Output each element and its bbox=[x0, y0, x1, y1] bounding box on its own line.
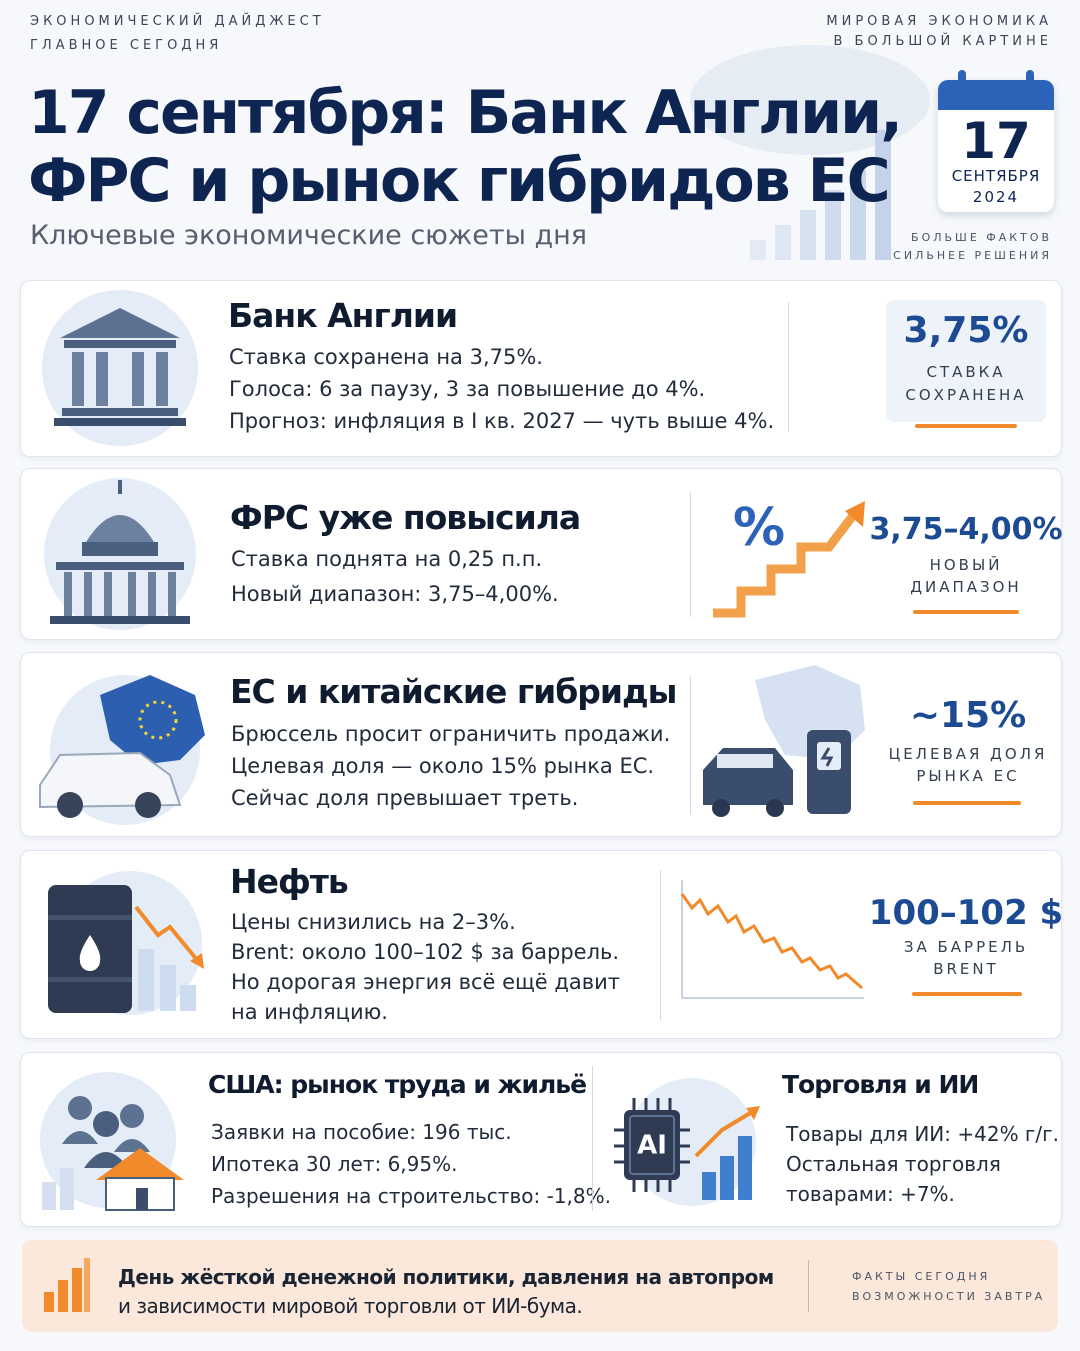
stat-label: ДИАПАЗОН bbox=[910, 578, 1022, 596]
kicker: ГЛАВНОЕ СЕГОДНЯ bbox=[30, 38, 223, 53]
card-line: Сейчас доля превышает треть. bbox=[231, 786, 579, 810]
header-right: В БОЛЬШОЙ КАРТИНЕ bbox=[833, 34, 1052, 49]
stat-value: 3,75% bbox=[903, 310, 1029, 351]
stat-value: 100–102 $ bbox=[868, 893, 1064, 933]
stat-label: РЫНКА ЕС bbox=[916, 767, 1020, 785]
stat-label: СТАВКА bbox=[926, 363, 1006, 381]
card-title: Торговля и ИИ bbox=[782, 1070, 979, 1099]
bank-icon bbox=[42, 290, 198, 446]
capitol-icon bbox=[44, 478, 196, 630]
stat-underline bbox=[913, 801, 1021, 805]
card-line: Новый диапазон: 3,75–4,00%. bbox=[231, 582, 559, 606]
header-right: МИРОВАЯ ЭКОНОМИКА bbox=[826, 14, 1052, 29]
stat-label: ЦЕЛЕВАЯ ДОЛЯ bbox=[888, 745, 1048, 763]
calendar-bar bbox=[938, 80, 1054, 110]
people-house-icon bbox=[40, 1072, 184, 1211]
card-line: Голоса: 6 за паузу, 3 за повышение до 4%… bbox=[229, 377, 706, 401]
divider bbox=[808, 1260, 809, 1312]
tagline: СИЛЬНЕЕ РЕШЕНИЯ bbox=[893, 249, 1052, 262]
stat-label: СОХРАНЕНА bbox=[905, 386, 1027, 404]
header-decoration bbox=[690, 45, 930, 260]
calendar-month: СЕНТЯБРЯ bbox=[951, 167, 1041, 185]
stat-box bbox=[886, 300, 1046, 422]
card-title: США: рынок труда и жильё bbox=[208, 1070, 587, 1099]
footer-text: и зависимости мировой торговли от ИИ-бум… bbox=[118, 1294, 583, 1318]
calendar-ring bbox=[958, 70, 966, 92]
card-line: Ипотека 30 лет: 6,95%. bbox=[211, 1152, 458, 1176]
card-title: ФРС уже повысила bbox=[230, 498, 581, 537]
stat-underline bbox=[912, 992, 1022, 996]
card-line: Целевая доля — около 15% рынка ЕС. bbox=[231, 754, 655, 778]
card-line: Но дорогая энергия всё ещё давит bbox=[231, 970, 621, 994]
card-title: Банк Англии bbox=[228, 296, 458, 335]
ev-icon bbox=[703, 665, 865, 817]
card-title: ЕС и китайские гибриды bbox=[230, 672, 677, 711]
calendar: 17 СЕНТЯБРЯ 2024 bbox=[938, 80, 1054, 212]
subtitle: Ключевые экономические сюжеты дня bbox=[30, 220, 588, 251]
card bbox=[20, 1052, 1062, 1227]
calendar-day: 17 bbox=[961, 112, 1031, 170]
stat-label: BRENT bbox=[933, 960, 999, 978]
card-line: Ставка сохранена на 3,75%. bbox=[229, 345, 543, 369]
stat-underline bbox=[913, 610, 1019, 614]
footer bbox=[22, 1240, 1058, 1332]
tagline: БОЛЬШЕ ФАКТОВ bbox=[911, 231, 1052, 244]
footer-tagline: ФАКТЫ СЕГОДНЯ bbox=[852, 1270, 991, 1283]
card-line: Разрешения на строительство: -1,8%. bbox=[211, 1184, 611, 1208]
divider bbox=[690, 676, 691, 814]
stat-underline bbox=[915, 424, 1017, 428]
footer-tagline: ВОЗМОЖНОСТИ ЗАВТРА bbox=[852, 1290, 1046, 1303]
card-line: Брюссель просит ограничить продажи. bbox=[231, 722, 671, 746]
stat-label: ЗА БАРРЕЛЬ bbox=[903, 938, 1029, 956]
oil-icon bbox=[48, 871, 204, 1015]
ai-icon: AI bbox=[614, 1078, 760, 1206]
rate-up-icon: % bbox=[713, 498, 865, 618]
footer-text: День жёсткой денежной политики, давления… bbox=[118, 1265, 774, 1289]
card-line: Ставка поднята на 0,25 п.п. bbox=[231, 547, 543, 571]
stat-value: ~15% bbox=[909, 695, 1027, 736]
title: ФРС и рынок гибридов ЕС bbox=[28, 146, 891, 216]
divider bbox=[660, 870, 661, 1020]
calendar-year: 2024 bbox=[972, 188, 1020, 206]
title: 17 сентября: Банк Англии, bbox=[28, 78, 903, 148]
price-decline-icon bbox=[680, 880, 864, 999]
footer-icon bbox=[44, 1258, 90, 1312]
card-line: Заявки на пособие: 196 тыс. bbox=[211, 1120, 512, 1144]
ai-label: AI bbox=[637, 1131, 667, 1161]
card-line: Прогноз: инфляция в I кв. 2027 — чуть вы… bbox=[229, 409, 775, 433]
svg-text:%: % bbox=[733, 498, 785, 558]
stat-value: 3,75–4,00% bbox=[869, 512, 1063, 547]
card-line: Brent: около 100–102 $ за баррель. bbox=[231, 940, 620, 964]
card-line: Остальная торговля bbox=[786, 1152, 1001, 1176]
calendar-ring bbox=[1026, 70, 1034, 92]
card-line: товарами: +7%. bbox=[786, 1182, 955, 1206]
card-line: на инфляцию. bbox=[231, 1000, 388, 1024]
kicker: ЭКОНОМИЧЕСКИЙ ДАЙДЖЕСТ bbox=[30, 14, 325, 29]
card-title: Нефть bbox=[230, 862, 349, 901]
divider bbox=[690, 492, 691, 617]
eu-car-icon bbox=[39, 675, 205, 825]
divider bbox=[592, 1066, 593, 1211]
divider bbox=[788, 302, 789, 432]
stat-label: НОВЫЙ bbox=[929, 556, 1003, 574]
card-line: Товары для ИИ: +42% г/г. bbox=[786, 1122, 1060, 1146]
card-line: Цены снизились на 2–3%. bbox=[231, 910, 516, 934]
